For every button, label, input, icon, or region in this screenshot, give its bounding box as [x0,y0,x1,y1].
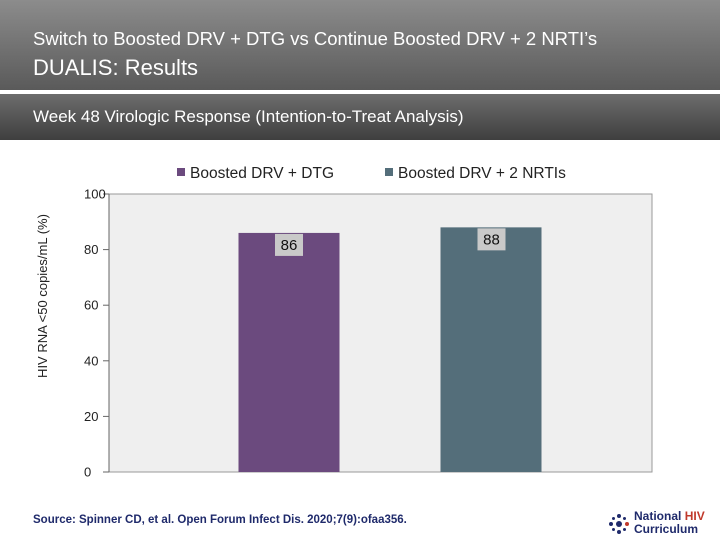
y-tick-label: 100 [84,187,106,202]
y-tick-label: 60 [84,298,98,313]
logo-text-national: National [634,509,682,523]
subtitle-band: Week 48 Virologic Response (Intention-to… [0,94,720,140]
legend: Boosted DRV + DTG Boosted DRV + 2 NRTIs [177,165,566,182]
national-hiv-curriculum-logo: National HIV Curriculum [606,510,716,538]
y-tick-label: 0 [84,465,91,480]
bars [238,227,542,472]
data-labels: 86 88 [275,228,506,256]
bar-1 [238,232,340,472]
logo-text-curriculum: Curriculum [634,522,699,536]
data-label: 86 [281,237,298,254]
bar-chart: Boosted DRV + DTG Boosted DRV + 2 NRTIs H… [35,165,653,480]
legend-swatch [177,168,185,176]
title-band: Switch to Boosted DRV + DTG vs Continue … [0,0,720,90]
legend-label: Boosted DRV + 2 NRTIs [398,165,566,182]
data-label: 88 [483,231,500,248]
y-axis-label: HIV RNA <50 copies/mL (%) [35,214,50,378]
title-divider [0,90,720,94]
data-label-box [477,228,506,251]
slide-title: Switch to Boosted DRV + DTG vs Continue … [33,28,598,49]
logo-wordmark: National HIV Curriculum [634,510,705,536]
plot-area [108,193,653,473]
y-tick-label: 80 [84,242,98,257]
legend-label: Boosted DRV + DTG [190,165,334,182]
chart-area: Boosted DRV + DTG Boosted DRV + 2 NRTIs H… [0,150,720,485]
chart-subtitle: Week 48 Virologic Response (Intention-to… [33,107,464,126]
slide-heading: DUALIS: Results [33,55,199,80]
bar-2 [440,227,542,472]
data-label-box [275,233,303,256]
y-tick-label: 20 [84,409,98,424]
star-cluster-icon [609,514,629,534]
y-axis-ticks: 0 20 40 60 80 100 [84,187,110,480]
logo-text-hiv: HIV [684,509,705,523]
y-tick-label: 40 [84,353,98,368]
source-citation: Source: Spinner CD, et al. Open Forum In… [33,514,407,526]
legend-swatch [385,168,393,176]
